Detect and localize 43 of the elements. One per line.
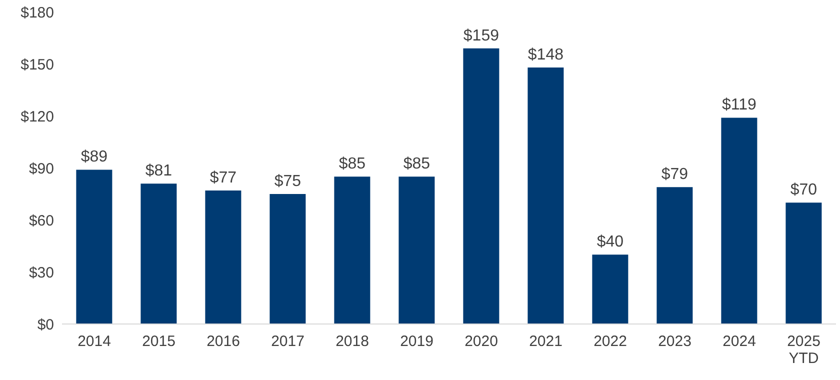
- data-label: $85: [403, 156, 430, 173]
- x-tick-label: 2025 YTD: [787, 333, 820, 367]
- bar: [205, 190, 242, 324]
- data-label: $89: [80, 148, 108, 166]
- y-tick-label: $150: [20, 56, 54, 74]
- x-tick-label: 2023: [658, 333, 692, 350]
- x-tick-label: 2019: [400, 333, 434, 350]
- bar: [76, 170, 112, 324]
- y-tick-label: $0: [37, 316, 54, 334]
- y-tick-label: $180: [20, 4, 54, 22]
- y-tick-label: $30: [28, 264, 54, 282]
- data-label: $79: [661, 166, 688, 184]
- data-label: $159: [463, 27, 500, 44]
- bar: [786, 202, 822, 324]
- x-tick-label: 2017: [271, 333, 304, 350]
- bar: [592, 254, 628, 324]
- y-tick-label: $90: [28, 160, 54, 178]
- data-label: $119: [722, 96, 756, 114]
- data-label: $85: [338, 156, 366, 173]
- x-tick-label: 2021: [529, 333, 562, 350]
- x-tick-label: 2016: [206, 333, 240, 350]
- bar: [656, 187, 693, 324]
- data-label: $75: [274, 173, 302, 190]
- x-tick-label: 2014: [78, 333, 111, 350]
- bar: [140, 184, 177, 324]
- x-tick-label: 2018: [336, 333, 369, 350]
- x-tick-label: 2015: [142, 333, 176, 350]
- data-label: $77: [210, 170, 237, 187]
- y-tick-label: $60: [28, 212, 54, 230]
- data-label: $81: [145, 162, 172, 180]
- x-tick-label: 2024: [722, 333, 756, 350]
- x-tick-label: 2020: [464, 333, 498, 350]
- data-label: $148: [528, 46, 564, 64]
- bar: [398, 176, 435, 324]
- bar: [528, 67, 564, 324]
- bar: [270, 194, 306, 324]
- data-label: $70: [790, 182, 818, 199]
- x-tick-label: 2022: [594, 333, 627, 350]
- bar: [721, 118, 758, 324]
- bar: [463, 48, 500, 324]
- bar: [334, 176, 370, 324]
- data-label: $40: [596, 234, 624, 251]
- y-tick-label: $120: [20, 108, 54, 126]
